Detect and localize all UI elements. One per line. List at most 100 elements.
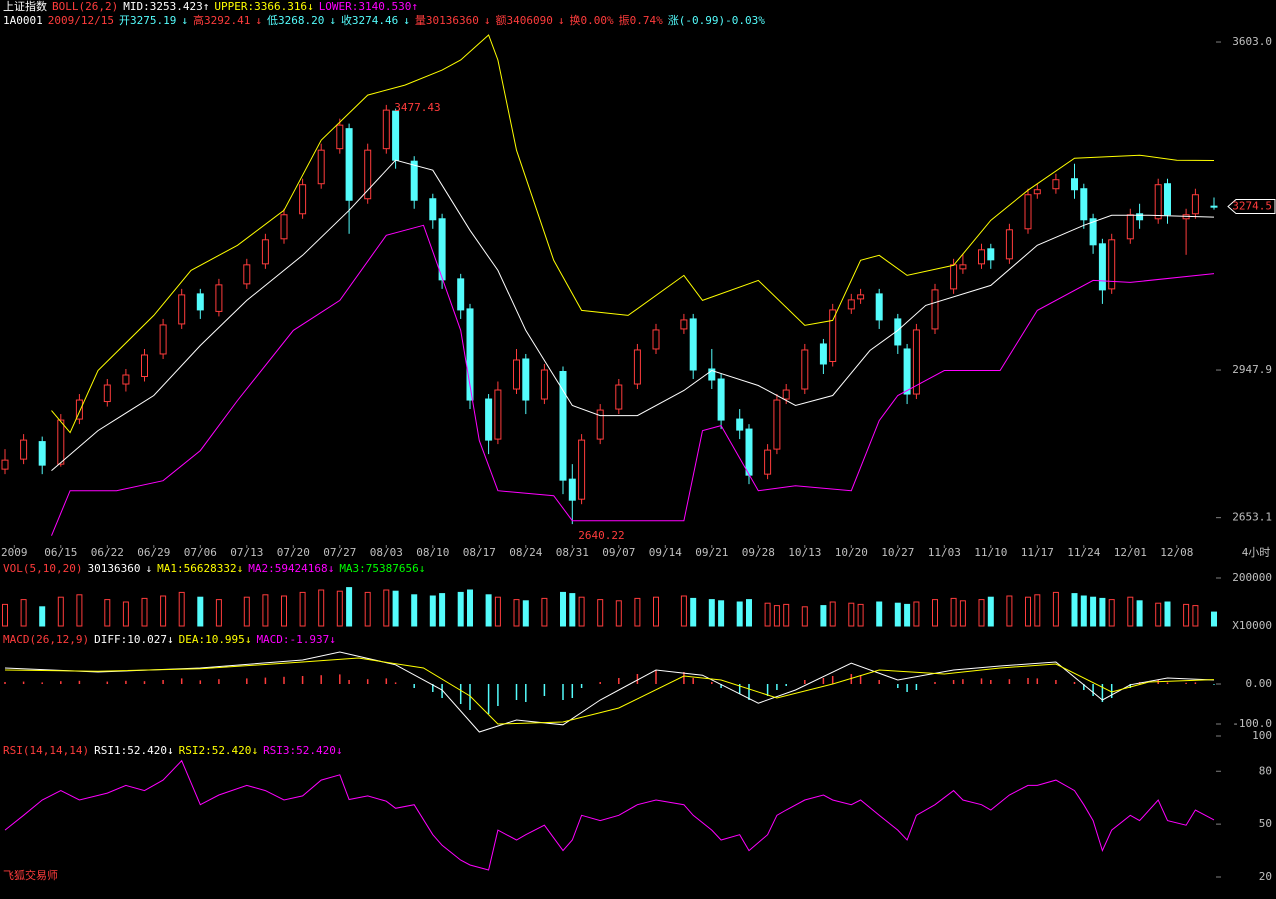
volume-bar	[746, 599, 752, 627]
x-tick-label: 10/13	[788, 546, 821, 559]
candle-body	[819, 343, 827, 365]
candle-body	[1089, 218, 1097, 246]
y-unit-label: X10000	[1232, 619, 1272, 632]
volume-bar	[299, 591, 306, 627]
x-tick-label: 11/17	[1021, 546, 1054, 559]
x-tick-label: 2009	[1, 546, 28, 559]
volume-bar	[1155, 602, 1162, 627]
candle-body	[652, 329, 660, 350]
volume-bar	[494, 596, 501, 627]
candle-body	[801, 349, 809, 390]
quote-item: ↓	[255, 14, 262, 27]
indicator-line	[51, 224, 1215, 536]
volume-bar	[848, 602, 855, 627]
quote-item: 2009/12/15	[48, 14, 114, 27]
legend-label: 上证指数	[3, 0, 47, 13]
candle-body	[494, 389, 502, 440]
volume-bar	[2, 603, 8, 627]
volume-bar	[829, 601, 836, 627]
volume-bar	[178, 591, 185, 627]
candle-body	[345, 128, 353, 201]
candle-body	[20, 439, 28, 460]
legend-entry: MID:3253.423	[123, 0, 202, 13]
candle-body	[959, 264, 967, 270]
x-tick-label: 10/20	[835, 546, 868, 559]
legend-arrow: ↑	[203, 0, 210, 13]
volume-bar	[1052, 591, 1059, 627]
volume-bar	[411, 594, 418, 627]
volume-bar	[857, 603, 864, 627]
volume-bar	[457, 591, 464, 627]
legend-entry: RSI3:52.420	[263, 744, 336, 757]
volume-bar	[597, 599, 604, 627]
volume-bar	[20, 599, 27, 627]
legend-arrow: ↓	[419, 562, 426, 575]
candle-body	[773, 399, 781, 450]
volume-bar	[281, 595, 287, 627]
volume-bar	[383, 589, 390, 627]
volume-bar	[439, 593, 446, 627]
candle-body	[410, 160, 418, 201]
candle-body	[978, 249, 985, 265]
candle-body	[196, 293, 204, 311]
legend-label: 30136360	[87, 562, 140, 575]
quote-item: 1A0001	[3, 14, 43, 27]
indicator-line	[51, 34, 1215, 434]
x-tick-label: 10/27	[881, 546, 914, 559]
legend-entry: DIFF:10.027	[94, 633, 167, 646]
candle-body	[615, 384, 623, 410]
volume-bar	[336, 590, 343, 627]
candle-body	[782, 389, 790, 400]
x-tick-label: 09/21	[695, 546, 728, 559]
volume-bar	[122, 601, 129, 627]
volume-bar	[1127, 596, 1134, 627]
x-tick-label: 08/24	[509, 546, 542, 559]
candle-body	[457, 278, 465, 311]
last-price-marker	[1227, 199, 1276, 215]
candle-body	[75, 399, 83, 420]
candle-body	[336, 124, 344, 150]
volume-bar	[76, 594, 83, 627]
x-tick-label: 11/03	[928, 546, 961, 559]
quote-item: ↓	[181, 14, 188, 27]
legend-label: MACD(26,12,9)	[3, 633, 89, 646]
panel-legend: MACD(26,12,9) DIFF:10.027↓ DEA:10.995↓ MACD…	[3, 633, 336, 646]
volume-bar	[160, 595, 167, 627]
candle-body	[122, 374, 130, 385]
x-unit-label: 4小时	[1242, 546, 1271, 559]
legend-arrow: ↓	[307, 0, 314, 13]
volume-bar	[987, 596, 994, 627]
low-annotation: 2640.22	[578, 529, 624, 542]
x-tick-label: 12/08	[1160, 546, 1193, 559]
volume-bar	[104, 599, 111, 627]
candle-body	[485, 398, 493, 441]
x-tick-label: 08/10	[416, 546, 449, 559]
x-tick-label: 07/20	[277, 546, 310, 559]
volume-bar	[1080, 595, 1087, 627]
y-tick-label: 3603.0	[1232, 35, 1272, 48]
volume-bar	[904, 603, 911, 627]
candle-body	[912, 329, 920, 395]
candle-body	[364, 149, 372, 200]
legend-arrow: ↑	[411, 0, 418, 13]
legend-arrow: ↓	[167, 633, 174, 646]
quote-item: 换0.00%	[570, 13, 614, 27]
volume-bar	[764, 602, 771, 627]
volume-bar	[467, 589, 473, 627]
last-price-label: 3274.5	[1232, 200, 1272, 213]
x-tick-label: 08/31	[556, 546, 589, 559]
volume-bar	[736, 601, 743, 627]
x-tick-label: 07/13	[230, 546, 263, 559]
volume-bar	[541, 597, 548, 627]
volume-bar	[680, 595, 687, 627]
volume-bar	[634, 597, 641, 627]
volume-bar	[783, 603, 790, 627]
candle-body	[1098, 243, 1106, 291]
candle-body	[513, 359, 520, 390]
candle-body	[1033, 189, 1041, 195]
volume-bar	[57, 596, 64, 627]
x-tick-label: 09/07	[602, 546, 635, 559]
quote-item: 振0.74%	[619, 13, 663, 27]
candle-body	[438, 218, 446, 281]
